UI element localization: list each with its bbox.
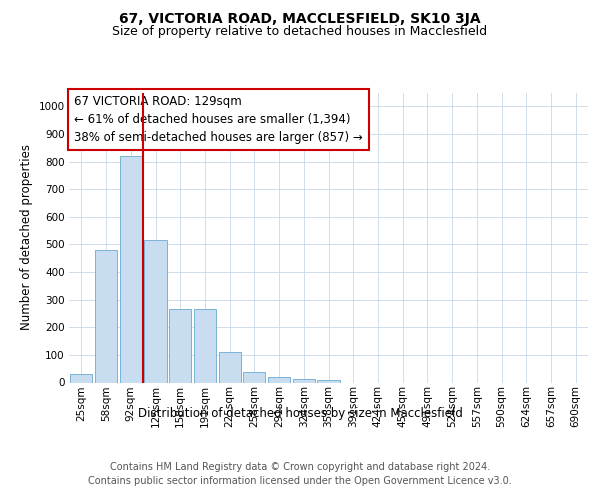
Y-axis label: Number of detached properties: Number of detached properties <box>20 144 33 330</box>
Bar <box>95 250 117 382</box>
Bar <box>317 380 340 382</box>
Bar <box>169 310 191 382</box>
Bar <box>243 372 265 382</box>
Bar <box>119 156 142 382</box>
Text: Distribution of detached houses by size in Macclesfield: Distribution of detached houses by size … <box>137 408 463 420</box>
Bar <box>218 352 241 382</box>
Text: 67 VICTORIA ROAD: 129sqm
← 61% of detached houses are smaller (1,394)
38% of sem: 67 VICTORIA ROAD: 129sqm ← 61% of detach… <box>74 96 363 144</box>
Bar <box>145 240 167 382</box>
Text: Size of property relative to detached houses in Macclesfield: Size of property relative to detached ho… <box>112 25 488 38</box>
Bar <box>293 379 315 382</box>
Bar <box>70 374 92 382</box>
Bar <box>194 310 216 382</box>
Bar <box>268 377 290 382</box>
Text: Contains HM Land Registry data © Crown copyright and database right 2024.
Contai: Contains HM Land Registry data © Crown c… <box>88 462 512 486</box>
Text: 67, VICTORIA ROAD, MACCLESFIELD, SK10 3JA: 67, VICTORIA ROAD, MACCLESFIELD, SK10 3J… <box>119 12 481 26</box>
